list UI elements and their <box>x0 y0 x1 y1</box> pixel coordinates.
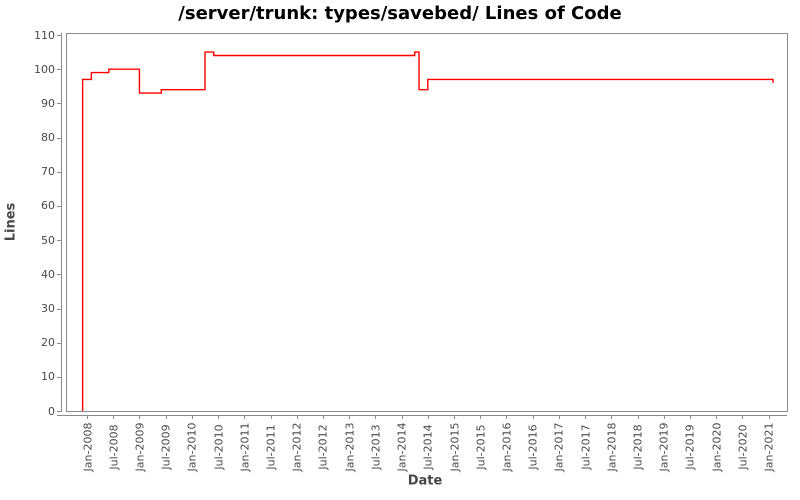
y-tick-mark <box>57 103 61 105</box>
y-tick-label: 60 <box>41 199 55 213</box>
x-tick-mark <box>427 415 429 419</box>
x-tick-mark <box>663 415 665 419</box>
loc-step-line <box>81 51 774 411</box>
x-tick-mark <box>611 415 613 419</box>
x-tick-mark <box>218 415 220 419</box>
y-tick-label: 80 <box>41 131 55 144</box>
x-tick-mark <box>87 415 88 419</box>
y-tick-label: 50 <box>41 233 55 247</box>
y-tick-mark <box>57 69 61 71</box>
x-tick-mark <box>270 415 272 419</box>
x-axis-line <box>57 415 787 416</box>
x-tick-mark <box>165 415 167 419</box>
x-tick-mark <box>401 415 403 419</box>
y-tick-label: 100 <box>34 62 55 76</box>
x-tick-mark <box>585 415 587 419</box>
x-tick-mark <box>506 415 508 419</box>
y-tick-mark <box>57 411 61 412</box>
y-tick-mark <box>57 35 61 36</box>
x-tick-mark <box>454 415 455 419</box>
x-tick-mark <box>375 415 377 419</box>
y-tick-mark <box>57 376 61 378</box>
y-tick-label: 20 <box>41 336 55 350</box>
y-tick-label: 90 <box>41 96 55 110</box>
x-tick-mark <box>296 415 298 419</box>
x-axis-title: Date <box>407 473 443 489</box>
y-tick-mark <box>57 308 61 310</box>
x-tick-mark <box>532 415 534 419</box>
chart-title: /server/trunk: types/savebed/ Lines of C… <box>178 3 622 24</box>
x-tick-mark <box>480 415 482 419</box>
y-tick-label: 70 <box>41 165 55 179</box>
x-tick-mark <box>322 415 324 419</box>
x-tick-mark <box>558 415 560 419</box>
x-tick-mark <box>689 415 691 419</box>
y-tick-mark <box>57 171 61 173</box>
x-tick-mark <box>113 415 115 419</box>
plot-frame <box>66 33 788 412</box>
x-tick-mark <box>191 415 193 419</box>
x-tick-mark <box>742 415 744 419</box>
y-tick-label: 0 <box>48 404 55 418</box>
x-tick-mark <box>349 415 351 419</box>
y-tick-label: 110 <box>34 28 55 42</box>
y-tick-label: 30 <box>41 302 55 315</box>
y-tick-label: 10 <box>41 370 55 384</box>
x-tick-mark <box>244 415 246 419</box>
y-tick-mark <box>57 274 61 276</box>
y-tick-label: 40 <box>41 267 55 281</box>
x-tick-mark <box>637 415 639 419</box>
y-tick-mark <box>57 205 61 207</box>
x-tick-mark <box>716 415 718 419</box>
x-tick-mark <box>768 415 770 419</box>
y-tick-mark <box>57 240 61 242</box>
y-tick-mark <box>57 137 61 139</box>
y-axis-line <box>61 33 62 412</box>
x-tick-mark <box>139 415 141 419</box>
y-tick-mark <box>57 342 61 344</box>
